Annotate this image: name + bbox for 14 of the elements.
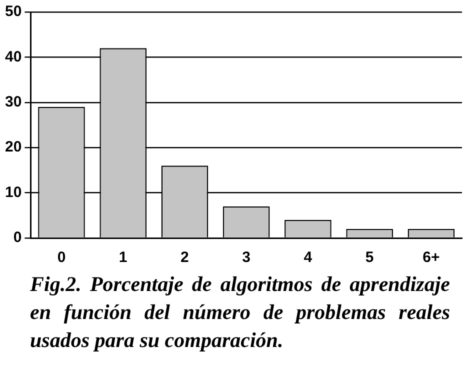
y-tick-label: 10 <box>4 184 22 201</box>
y-tick-label: 50 <box>4 3 22 20</box>
x-tick-label: 4 <box>304 249 313 266</box>
x-tick-label: 0 <box>57 249 66 266</box>
x-tick-label: 5 <box>365 249 374 266</box>
y-tick-label: 40 <box>4 48 22 66</box>
caption: Fig.2. Porcentaje de algoritmos de aprendizaje en función del número de problemas reales usados para su comparación. <box>30 271 450 354</box>
y-tick-label: 0 <box>13 229 22 246</box>
x-tick-label: 6+ <box>422 249 440 266</box>
y-tick-label: 20 <box>4 138 22 156</box>
y-tick-label: 30 <box>4 94 22 111</box>
x-tick-label: 1 <box>118 249 128 266</box>
x-tick-label: 2 <box>180 249 189 266</box>
x-tick-label: 3 <box>242 249 251 266</box>
